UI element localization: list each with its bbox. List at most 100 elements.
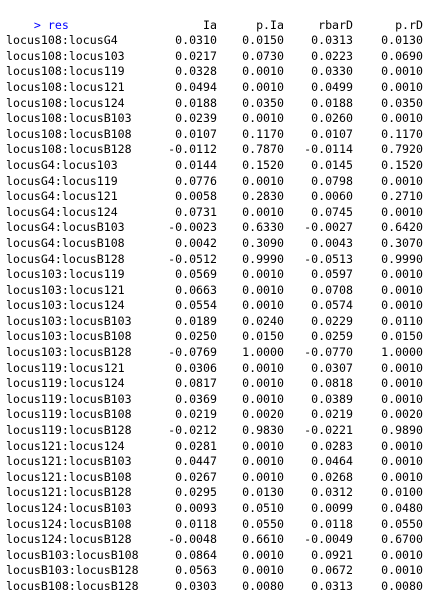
ia-value: 0.0219 xyxy=(175,407,217,422)
p-rd-value: 0.0010 xyxy=(381,64,423,79)
p-rd-value: 0.0010 xyxy=(381,454,423,469)
table-row: locus124:locusB108 0.0118 0.0550 0.0118 0.05… xyxy=(6,517,430,533)
table-row: locusG4:locusB103 -0.0023 0.6330 -0.0027 0.6… xyxy=(6,220,430,236)
rbard-value: 0.0118 xyxy=(311,516,353,531)
ia-value: 0.0189 xyxy=(175,313,217,328)
p-ia-value: 0.1170 xyxy=(242,126,284,141)
ia-value: 0.0554 xyxy=(175,298,217,313)
p-ia-value: 0.0350 xyxy=(242,95,284,110)
p-ia-value: 0.9830 xyxy=(242,423,284,438)
row-name: locus119:locusB103 xyxy=(6,391,132,406)
p-rd-value: 0.0690 xyxy=(381,48,423,63)
rbard-value: 0.0464 xyxy=(311,454,353,469)
row-name: locus124:locusB108 xyxy=(6,516,132,531)
rbard-value: 0.0219 xyxy=(311,407,353,422)
ia-value: 0.0188 xyxy=(175,95,217,110)
row-name: locusG4:locus121 xyxy=(6,189,118,204)
ia-value: -0.0112 xyxy=(168,142,217,157)
p-rd-value: 0.0010 xyxy=(381,360,423,375)
rbard-value: 0.0597 xyxy=(311,267,353,282)
ia-value: 0.0369 xyxy=(175,391,217,406)
row-name: locus119:locus124 xyxy=(6,376,125,391)
ia-value: 0.0295 xyxy=(175,485,217,500)
rbard-value: 0.0223 xyxy=(311,48,353,63)
rbard-value: 0.0798 xyxy=(311,173,353,188)
rbard-value: 0.0389 xyxy=(311,391,353,406)
table-header-row: Ia p.Ia rbarD p.rD xyxy=(6,18,430,34)
p-ia-value: 0.0010 xyxy=(242,79,284,94)
table-row: locus119:locusB108 0.0219 0.0020 0.0219 0.00… xyxy=(6,407,430,423)
row-name: locusB108:locusB128 xyxy=(6,578,139,593)
p-rd-value: 0.6700 xyxy=(381,532,423,547)
p-ia-value: 0.6610 xyxy=(242,532,284,547)
table-row: locus108:locus124 0.0188 0.0350 0.0188 0.035… xyxy=(6,96,430,112)
ia-value: 0.0250 xyxy=(175,329,217,344)
ia-value: 0.0267 xyxy=(175,469,217,484)
ia-value: 0.0817 xyxy=(175,376,217,391)
p-rd-value: 0.2710 xyxy=(381,189,423,204)
p-rd-value: 0.9990 xyxy=(381,251,423,266)
ia-value: 0.0118 xyxy=(175,516,217,531)
row-name: locus124:locusB103 xyxy=(6,501,132,515)
p-rd-value: 0.1170 xyxy=(381,126,423,141)
ia-value: 0.0731 xyxy=(175,204,217,219)
p-rd-value: 0.3070 xyxy=(381,235,423,250)
p-ia-value: 0.0010 xyxy=(242,64,284,79)
ia-value: 0.0144 xyxy=(175,157,217,172)
row-name: locus124:locusB128 xyxy=(6,532,132,547)
ia-value: 0.0217 xyxy=(175,48,217,63)
row-name: locusB103:locusB128 xyxy=(6,563,139,578)
p-rd-value: 0.0010 xyxy=(381,563,423,578)
p-ia-value: 0.0150 xyxy=(242,33,284,48)
table-row: locus103:locus121 0.0663 0.0010 0.0708 0.001… xyxy=(6,283,430,299)
row-name: locusG4:locusB128 xyxy=(6,251,125,266)
row-name: locus103:locus124 xyxy=(6,298,125,313)
r-console[interactable]: > res Ia p.Ia rbarD p.rD locus108:locusG4… xyxy=(6,2,430,595)
table-row: locus119:locusB128 -0.0212 0.9830 -0.0221 0.… xyxy=(6,423,430,439)
p-ia-value: 0.0010 xyxy=(242,454,284,469)
rbard-value: 0.0313 xyxy=(311,578,353,593)
row-name: locusG4:locus124 xyxy=(6,204,118,219)
rbard-value: -0.0513 xyxy=(304,251,353,266)
p-rd-value: 0.1520 xyxy=(381,157,423,172)
ia-value: 0.0494 xyxy=(175,79,217,94)
p-ia-value: 0.0240 xyxy=(242,313,284,328)
rbard-value: 0.0499 xyxy=(311,79,353,94)
p-rd-value: 0.0010 xyxy=(381,111,423,126)
table-row: locus121:locus124 0.0281 0.0010 0.0283 0.001… xyxy=(6,439,430,455)
table-row: locus124:locusB103 0.0093 0.0510 0.0099 0.04… xyxy=(6,501,430,517)
p-ia-value: 0.0010 xyxy=(242,376,284,391)
table-row: locusG4:locusB108 0.0042 0.3090 0.0043 0.307… xyxy=(6,236,430,252)
table-row: locusG4:locus121 0.0058 0.2830 0.0060 0.2710 xyxy=(6,189,430,205)
rbard-value: 0.0283 xyxy=(311,438,353,453)
ia-value: -0.0048 xyxy=(168,532,217,547)
p-ia-value: 0.0010 xyxy=(242,298,284,313)
command-line[interactable]: > res xyxy=(6,2,430,32)
row-name: locus119:locusB108 xyxy=(6,407,132,422)
row-name: locus103:locus121 xyxy=(6,282,125,297)
table-row: locusG4:locus124 0.0731 0.0010 0.0745 0.0010 xyxy=(6,205,430,221)
p-ia-value: 0.7870 xyxy=(242,142,284,157)
p-rd-value: 0.0130 xyxy=(381,33,423,48)
rbard-value: 0.0818 xyxy=(311,376,353,391)
row-name: locus103:locusB108 xyxy=(6,329,132,344)
row-name: locusG4:locusB108 xyxy=(6,235,125,250)
table-row: locus108:locusB108 0.0107 0.1170 0.0107 0.11… xyxy=(6,127,430,143)
p-ia-value: 0.0010 xyxy=(242,469,284,484)
p-ia-value: 0.0010 xyxy=(242,173,284,188)
table-row: locus121:locusB128 0.0295 0.0130 0.0312 0.01… xyxy=(6,485,430,501)
p-ia-value: 0.2830 xyxy=(242,189,284,204)
table-row: locus119:locusB103 0.0369 0.0010 0.0389 0.00… xyxy=(6,392,430,408)
ia-value: 0.0281 xyxy=(175,438,217,453)
p-rd-value: 1.0000 xyxy=(381,345,423,360)
table-row: locus121:locusB108 0.0267 0.0010 0.0268 0.00… xyxy=(6,470,430,486)
rbard-value: -0.0049 xyxy=(304,532,353,547)
table-row: locus108:locus121 0.0494 0.0010 0.0499 0.001… xyxy=(6,80,430,96)
p-ia-value: 0.0010 xyxy=(242,360,284,375)
p-rd-value: 0.0010 xyxy=(381,376,423,391)
table-row: locus108:locusB128 -0.0112 0.7870 -0.0114 0.… xyxy=(6,142,430,158)
p-rd-value: 0.0010 xyxy=(381,267,423,282)
ia-value: 0.0447 xyxy=(175,454,217,469)
ia-value: 0.0239 xyxy=(175,111,217,126)
table-row: locusG4:locusB128 -0.0512 0.9990 -0.0513 0.9… xyxy=(6,252,430,268)
